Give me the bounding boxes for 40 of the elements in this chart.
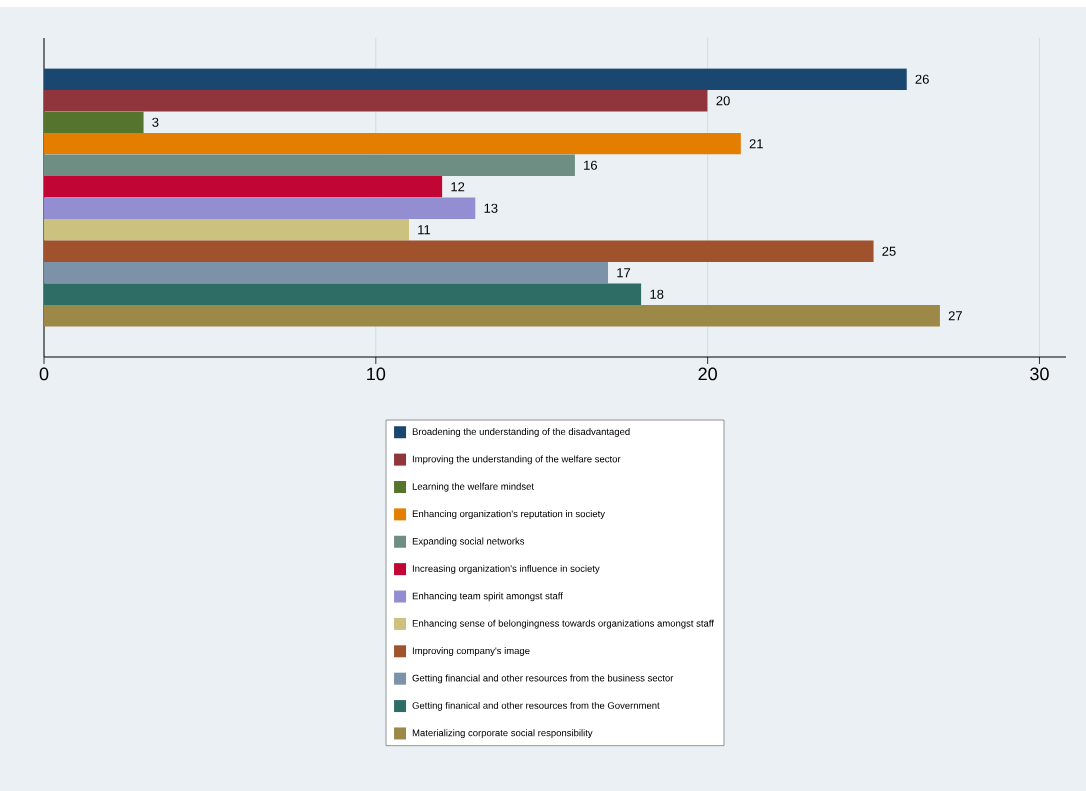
legend-label: Broadening the understanding of the disadvantaged (412, 428, 630, 437)
x-tick-label: 0 (39, 367, 49, 381)
legend-label: Getting financial and other resources from the business sector (412, 674, 674, 684)
legend-label: Enhancing sense of belongingness towards organizations amongst staff (412, 619, 714, 629)
bar (44, 111, 144, 133)
bar (44, 283, 642, 305)
legend-label: Improving the understanding of the welfare sector (412, 455, 621, 465)
data-label: 26 (915, 74, 929, 84)
data-label: 20 (716, 96, 730, 106)
bar (44, 240, 874, 262)
legend-label: Getting finanical and other resources from the Government (412, 701, 660, 711)
x-tick-label: 10 (367, 367, 386, 381)
data-label: 27 (948, 311, 962, 321)
x-tick-label: 20 (698, 367, 717, 381)
data-label: 18 (650, 289, 664, 299)
legend-label: Expanding social networks (412, 537, 525, 547)
bar (44, 68, 907, 90)
data-label: 25 (882, 246, 896, 256)
bar (44, 175, 443, 198)
data-label: 21 (749, 139, 763, 149)
bar (44, 90, 708, 112)
data-label: 3 (152, 117, 159, 127)
bar (44, 218, 410, 241)
bar (44, 154, 575, 176)
legend-label: Improving company's image (412, 647, 530, 656)
data-label: 11 (418, 225, 431, 235)
x-tick-label: 30 (1030, 367, 1049, 381)
legend-label: Learning the welfare mindset (412, 482, 534, 492)
bar (44, 133, 741, 155)
data-label: 13 (484, 203, 498, 213)
legend-label: Enhancing organization's reputation in society (412, 510, 605, 520)
legend-label: Increasing organization's influence in society (412, 564, 600, 574)
bar (44, 304, 940, 327)
data-label: 17 (617, 268, 631, 278)
legend-label: Materializing corporate social responsibility (412, 729, 593, 739)
legend-label: Enhancing team spirit amongst staff (412, 592, 563, 602)
bar (44, 197, 476, 219)
bar (44, 261, 609, 284)
data-label: 16 (584, 160, 598, 170)
data-label: 12 (451, 182, 465, 192)
